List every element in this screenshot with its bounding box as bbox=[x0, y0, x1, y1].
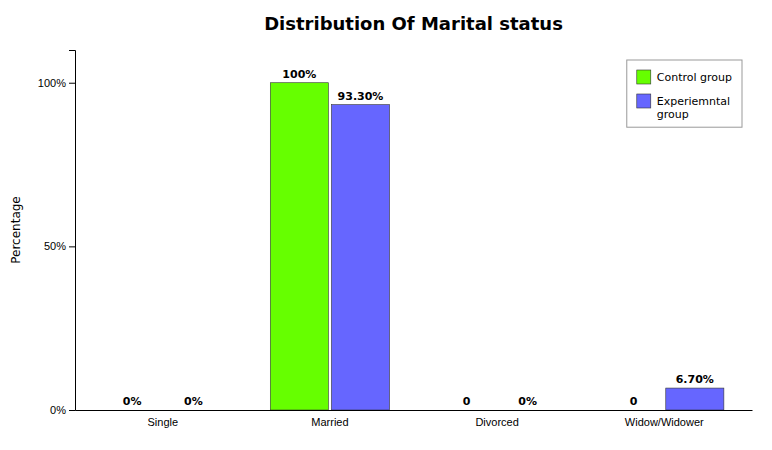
bar bbox=[103, 410, 161, 411]
data-label: 93.30% bbox=[338, 90, 384, 103]
x-tick: Divorced bbox=[475, 416, 518, 428]
plot: 0% 50% 100% Single Married Divorced Widow/Wido… bbox=[38, 51, 753, 428]
bars bbox=[270, 83, 724, 410]
y-tick-mark bbox=[69, 410, 75, 411]
y-axis-title: Percentage bbox=[9, 196, 23, 264]
data-label: 0% bbox=[123, 395, 142, 408]
y-tick: 100% bbox=[38, 77, 75, 89]
y-tick-mark bbox=[69, 83, 75, 84]
data-label: 0 bbox=[463, 395, 471, 408]
legend-label: Control group bbox=[657, 71, 732, 84]
legend-swatch bbox=[637, 94, 651, 108]
x-tick-label: Divorced bbox=[475, 416, 518, 428]
y-axis: 0% 50% 100% bbox=[38, 51, 76, 417]
data-labels: 0% 100% 0 0 0% 93.30% 0% 6.70% bbox=[123, 68, 714, 408]
y-tick-mark bbox=[69, 246, 75, 247]
y-tick-label: 50% bbox=[44, 240, 66, 252]
data-label: 0 bbox=[630, 395, 638, 408]
x-axis-line bbox=[76, 410, 753, 411]
data-label: 6.70% bbox=[676, 373, 714, 386]
bar bbox=[331, 105, 389, 410]
y-tick-label: 0% bbox=[50, 404, 66, 416]
bar bbox=[666, 388, 724, 410]
x-tick: Widow/Widower bbox=[625, 416, 704, 428]
bar bbox=[605, 410, 663, 411]
legend: Control group Experiemntalgroup bbox=[627, 60, 742, 127]
legend-swatch bbox=[637, 70, 651, 84]
x-tick-label: Married bbox=[311, 416, 348, 428]
x-tick: Single bbox=[147, 416, 178, 428]
bar bbox=[437, 410, 495, 411]
y-axis-line bbox=[69, 51, 76, 411]
data-label: 0% bbox=[518, 395, 537, 408]
legend-box bbox=[627, 60, 742, 127]
legend-item: Control group bbox=[637, 70, 732, 84]
legend-item: Experiemntalgroup bbox=[637, 94, 730, 121]
x-tick: Married bbox=[311, 416, 348, 428]
y-tick: 0% bbox=[50, 404, 75, 416]
y-tick: 50% bbox=[44, 240, 75, 252]
x-tick-label: Single bbox=[147, 416, 178, 428]
bar bbox=[499, 410, 557, 411]
bar bbox=[164, 410, 222, 411]
chart: 0% 50% 100% Single Married Divorced Widow/Wido… bbox=[0, 0, 772, 450]
x-axis: Single Married Divorced Widow/Widower bbox=[76, 411, 753, 428]
y-tick-label: 100% bbox=[38, 77, 66, 89]
legend-label: Experiemntalgroup bbox=[657, 95, 730, 121]
data-label: 0% bbox=[184, 395, 203, 408]
data-label: 100% bbox=[282, 68, 316, 81]
title: Distribution Of Marital status bbox=[264, 13, 563, 34]
x-tick-label: Widow/Widower bbox=[625, 416, 704, 428]
bar bbox=[270, 83, 328, 410]
